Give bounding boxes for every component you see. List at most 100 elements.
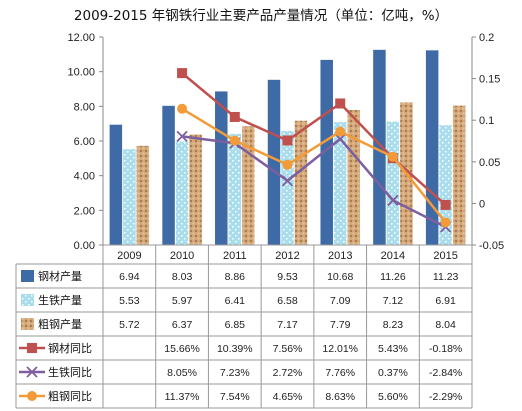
table-cell: 2.72% bbox=[273, 367, 303, 379]
marker-crude-yoy bbox=[440, 217, 451, 228]
legend-label: 生铁同比 bbox=[48, 365, 92, 379]
table-cell: 7.23% bbox=[220, 367, 250, 379]
table-cell: -2.29% bbox=[429, 391, 462, 403]
marker-steel-yoy bbox=[440, 199, 451, 210]
legend-label: 粗钢同比 bbox=[48, 390, 92, 403]
bar-pig-iron bbox=[281, 130, 294, 245]
marker-steel-yoy bbox=[229, 111, 240, 122]
category-label: 2011 bbox=[223, 250, 247, 262]
bar-layer bbox=[109, 49, 466, 246]
bar-steel-products bbox=[425, 50, 439, 246]
marker-crude-yoy bbox=[229, 135, 240, 146]
table-cell: 8.03 bbox=[172, 271, 193, 283]
legend-label: 生铁产量 bbox=[38, 293, 82, 307]
bar-pig-iron bbox=[228, 133, 242, 245]
table-cell: 12.01% bbox=[322, 343, 358, 355]
category-label: 2013 bbox=[328, 250, 352, 262]
marker-crude-yoy bbox=[387, 151, 398, 162]
right-tick-label: 0.2 bbox=[479, 32, 494, 44]
marker-crude-yoy bbox=[335, 126, 346, 137]
right-tick-label: 0 bbox=[479, 198, 485, 210]
bar-crude-steel bbox=[136, 145, 150, 245]
table-cell: 10.39% bbox=[217, 343, 253, 355]
left-tick-label: 2.00 bbox=[74, 205, 95, 217]
left-tick-label: 6.00 bbox=[74, 136, 95, 148]
table-cell: 6.85 bbox=[225, 319, 246, 331]
table-cell: -0.18% bbox=[429, 343, 462, 355]
bar-steel-products bbox=[320, 59, 333, 245]
left-tick-label: 10.00 bbox=[67, 67, 95, 79]
left-tick-label: 4.00 bbox=[74, 171, 95, 183]
bar-steel-products bbox=[373, 49, 386, 246]
table-cell: 5.43% bbox=[378, 343, 408, 355]
line-pig-iron-yoy bbox=[181, 135, 447, 229]
left-tick-label: 12.00 bbox=[67, 32, 95, 44]
table-cell: 8.05% bbox=[167, 367, 197, 379]
table-cell: 10.68 bbox=[327, 271, 353, 283]
table-cell: 5.97 bbox=[172, 295, 193, 307]
category-label: 2014 bbox=[381, 250, 405, 262]
bar-crude-steel bbox=[347, 109, 360, 246]
table-cell: 7.76% bbox=[325, 367, 355, 379]
legend-label: 钢材产量 bbox=[38, 269, 82, 283]
table-cell: 6.94 bbox=[119, 271, 140, 283]
table-cell: 5.53 bbox=[119, 295, 140, 307]
table-cell: 7.09 bbox=[330, 295, 351, 307]
axes-layer: 0.00 2.00 4.00 6.00 8.00 10.00 12.00 -0.05 0 0.05… bbox=[67, 32, 504, 252]
right-tick-label: -0.05 bbox=[479, 240, 504, 252]
table-cell: 15.66% bbox=[164, 343, 200, 355]
bar-steel-products bbox=[215, 91, 228, 245]
line-crude-yoy bbox=[181, 107, 447, 224]
marker-pig-iron-yoy bbox=[176, 130, 188, 143]
bar-crude-steel bbox=[189, 134, 202, 245]
table-cell: 8.23 bbox=[383, 319, 404, 331]
table-cell: 6.91 bbox=[435, 295, 456, 307]
table-cell: 8.04 bbox=[435, 319, 456, 331]
table-cell: 6.37 bbox=[172, 319, 193, 331]
legend-label: 粗钢产量 bbox=[38, 317, 82, 331]
line-layer bbox=[176, 68, 452, 233]
marker-pig-iron-yoy bbox=[387, 194, 399, 206]
bar-pig-iron bbox=[439, 125, 452, 245]
table-cell: 9.53 bbox=[277, 271, 298, 283]
table-cell: 4.65% bbox=[273, 391, 303, 403]
legend-marker bbox=[27, 391, 37, 401]
left-tick-label: 8.00 bbox=[74, 101, 95, 113]
bar-pig-iron bbox=[175, 141, 189, 245]
bar-pig-iron bbox=[333, 122, 347, 245]
legend-label: 钢材同比 bbox=[48, 341, 92, 355]
table-cell: 6.58 bbox=[277, 295, 298, 307]
marker-crude-yoy bbox=[282, 159, 293, 170]
table-cell: 11.26 bbox=[380, 271, 406, 283]
right-tick-label: 0.15 bbox=[479, 74, 500, 86]
bar-crude-steel bbox=[294, 120, 308, 245]
marker-steel-yoy bbox=[177, 68, 188, 79]
bar-steel-products bbox=[109, 124, 123, 245]
bar-pig-iron bbox=[386, 121, 400, 245]
table-cell: 8.86 bbox=[225, 271, 246, 283]
marker-steel-yoy bbox=[335, 98, 346, 109]
category-label: 2009 bbox=[117, 250, 141, 262]
table-cell: 11.37% bbox=[165, 391, 200, 403]
table-cell: 0.37% bbox=[378, 367, 408, 379]
legend-swatch bbox=[21, 318, 34, 330]
marker-pig-iron-yoy bbox=[281, 175, 294, 187]
table-cell: 11.23 bbox=[433, 271, 459, 283]
marker-crude-yoy bbox=[177, 103, 188, 114]
data-table: 2009 2010 2011 2012 2013 2014 2015 钢材产量 6.94 8.03… bbox=[15, 244, 473, 409]
marker-pig-iron-yoy bbox=[334, 133, 346, 145]
table-cell: -2.84% bbox=[429, 367, 462, 379]
table-cell: 6.41 bbox=[225, 295, 246, 307]
category-label: 2010 bbox=[170, 250, 194, 262]
bar-pig-iron bbox=[123, 149, 136, 245]
table-cell: 7.54% bbox=[220, 391, 250, 403]
bar-steel-products bbox=[267, 79, 281, 246]
legend-swatch bbox=[21, 294, 34, 306]
table-cell: 5.72 bbox=[119, 319, 140, 331]
category-label: 2012 bbox=[275, 250, 299, 262]
right-tick-label: 0.05 bbox=[479, 157, 500, 169]
table-cell: 7.17 bbox=[277, 319, 298, 331]
table-cell: 7.12 bbox=[383, 295, 404, 307]
chart-title: 2009-2015 年钢铁行业主要产品产量情况（单位：亿吨，%） bbox=[73, 8, 449, 24]
category-label: 2015 bbox=[433, 250, 457, 262]
